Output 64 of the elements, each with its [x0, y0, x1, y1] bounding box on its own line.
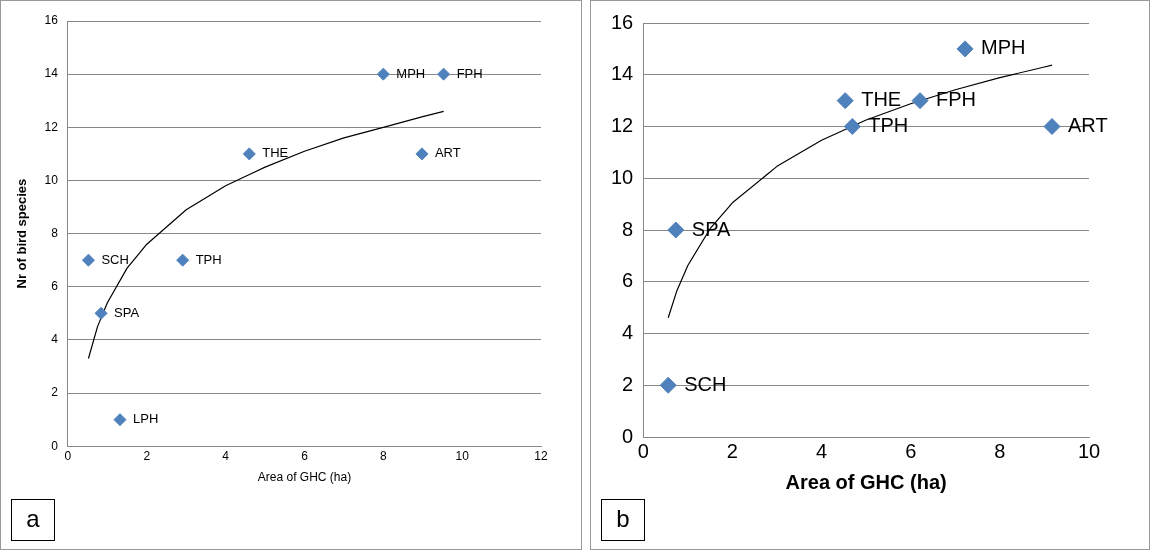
point: [242, 147, 256, 161]
point: [415, 147, 429, 161]
y-tick-label: 14: [44, 66, 59, 81]
annotation: THE: [262, 145, 289, 161]
annotation: TPH: [195, 251, 222, 267]
annotation: LPH: [132, 411, 159, 427]
x-tick-label: 8: [994, 439, 1006, 462]
point: [176, 253, 190, 267]
y-tick-label: 12: [611, 114, 634, 137]
point: [1043, 118, 1061, 135]
x-axis-title: Area of GHC (ha): [785, 470, 947, 493]
x-axis-title: Area of GHC (ha): [257, 470, 352, 485]
annotation: ART: [434, 145, 461, 161]
y-tick-label: 12: [44, 119, 59, 134]
y-tick-label: 4: [622, 321, 634, 344]
y-tick-label: 2: [51, 385, 59, 400]
text: a: [11, 499, 55, 541]
annotation: ART: [1068, 114, 1108, 137]
y-tick-label: 8: [622, 217, 634, 240]
x-tick-label: 6: [905, 439, 917, 462]
point: [843, 118, 861, 135]
point: [659, 376, 677, 394]
x-tick-label: 10: [455, 448, 470, 463]
point: [911, 92, 929, 110]
y-tick-label: 6: [51, 279, 59, 294]
annotation: FPH: [456, 65, 483, 81]
y-tick-label: 16: [44, 13, 59, 28]
y-tick-label: 14: [611, 62, 634, 85]
x-tick-label: 0: [64, 448, 72, 463]
x-tick-label: 8: [379, 448, 387, 463]
point: [956, 40, 974, 58]
annotation: SCH: [101, 251, 129, 267]
annotation: SPA: [114, 304, 140, 320]
point: [437, 67, 451, 81]
y-tick-label: 10: [611, 165, 634, 188]
y-tick-label: 8: [51, 225, 59, 240]
y-tick-label: 0: [622, 424, 634, 447]
y-tick-label: 10: [44, 172, 59, 187]
x-tick-label: 4: [815, 439, 828, 462]
annotation: SCH: [684, 372, 727, 395]
annotation: MPH: [396, 65, 426, 81]
x-tick-label: 2: [143, 448, 151, 463]
y-tick-label: 4: [51, 332, 59, 347]
annotation: MPH: [981, 36, 1026, 59]
x-tick-label: 0: [637, 439, 649, 462]
x-tick-label: 10: [1077, 439, 1101, 462]
x-tick-label: 4: [222, 448, 230, 463]
point: [81, 253, 95, 267]
x-tick-label: 2: [726, 439, 738, 462]
annotation: THE: [861, 88, 902, 111]
point: [94, 306, 108, 320]
y-tick-label: 16: [611, 10, 634, 33]
y-tick-label: 6: [622, 269, 634, 292]
x-tick-label: 12: [534, 448, 548, 463]
point: [667, 221, 685, 239]
text: b: [601, 499, 645, 541]
point: [113, 413, 127, 427]
annotation: TPH: [868, 114, 909, 137]
annotation: FPH: [936, 88, 977, 111]
x-tick-label: 6: [301, 448, 309, 463]
point: [376, 67, 390, 81]
y-tick-label: 2: [622, 372, 634, 395]
y-axis-title: Nr of bird species: [14, 178, 30, 289]
point: [836, 92, 854, 110]
